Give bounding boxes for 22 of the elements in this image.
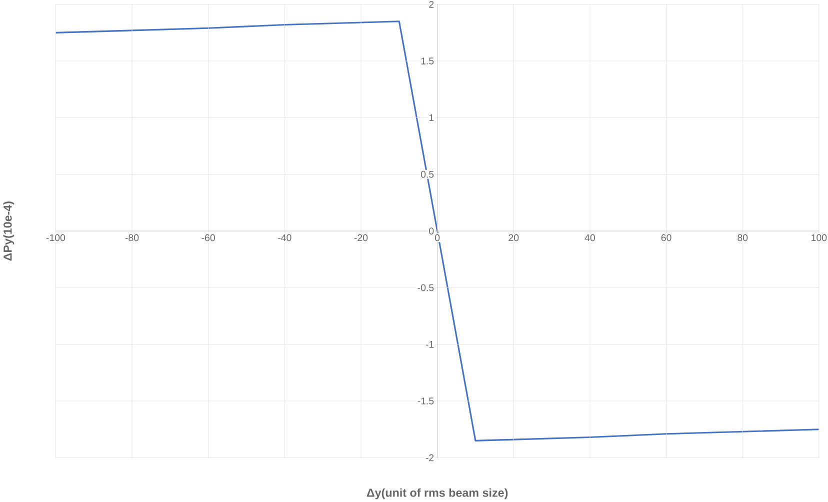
x-tick-label: -40 [278,234,292,241]
x-tick-label: -60 [202,234,215,241]
x-tick-label: -100 [46,234,66,241]
x-tick-label: -20 [354,234,368,241]
x-tick-label: 20 [508,234,519,241]
y-tick-label: -1.5 [418,397,434,404]
y-tick-label: 1.5 [421,57,434,64]
y-axis-title: ΔPy(10e-4) [3,201,14,260]
y-tick-label: 1 [429,114,434,121]
y-tick-label: 0 [429,227,434,234]
x-tick-label: -80 [125,234,139,241]
y-tick-label: 2 [429,0,434,8]
x-axis-title: Δy(unit of rms beam size) [366,488,508,499]
x-tick-label: 100 [812,234,827,241]
y-tick-label: -0.5 [418,284,434,291]
x-tick-label: 80 [738,234,748,241]
x-tick-label: 0 [434,234,440,241]
x-tick-label: 40 [584,234,595,241]
y-tick-label: 0.5 [420,170,434,178]
x-tick-label: 60 [661,234,672,241]
y-tick-label: -1 [426,340,434,348]
y-tick-label: -2 [426,454,434,461]
